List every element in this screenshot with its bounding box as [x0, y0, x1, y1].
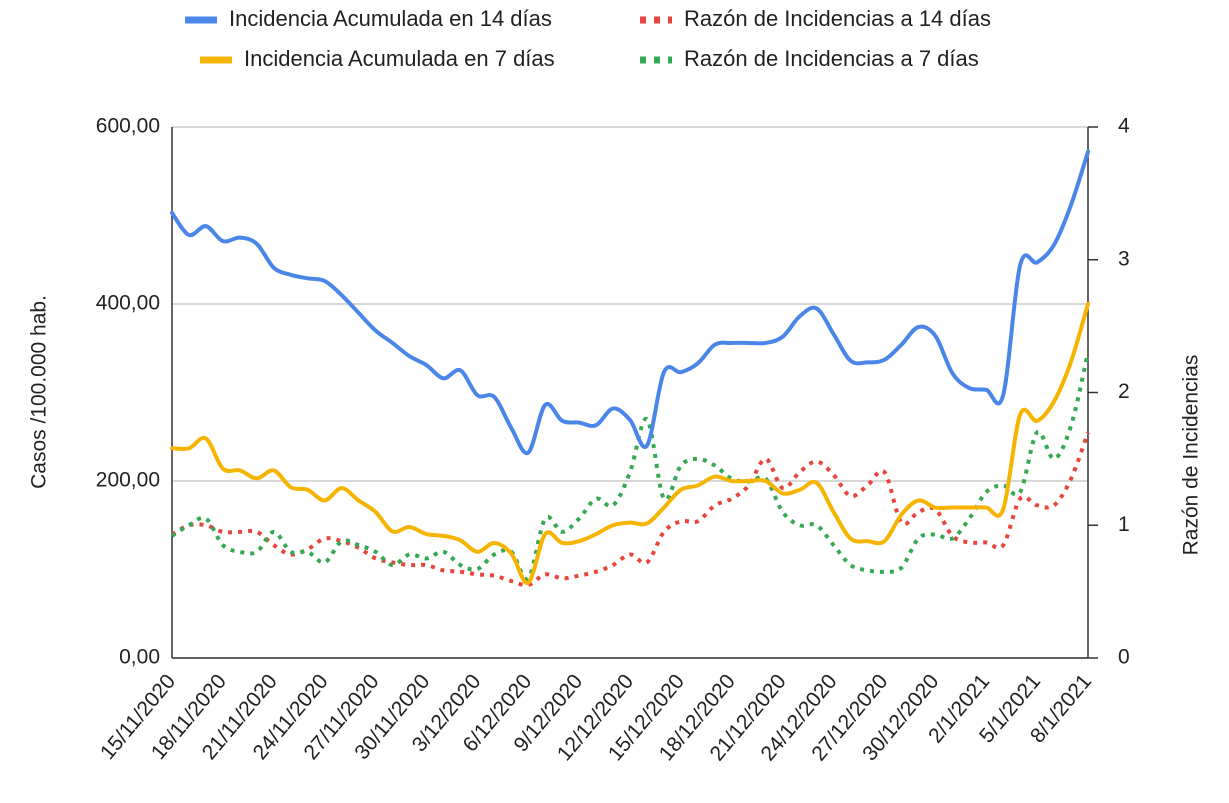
legend-label: Razón de Incidencias a 14 días [684, 6, 991, 31]
y-tick-label: 400,00 [96, 292, 160, 315]
y2-axis-label: Razón de Incidencias [1180, 355, 1203, 556]
y2-tick-label: 3 [1118, 247, 1130, 270]
y2-tick-label: 0 [1118, 646, 1130, 669]
y2-tick-label: 2 [1118, 380, 1130, 403]
legend-label: Incidencia Acumulada en 7 días [244, 46, 555, 71]
y-axis-label: Casos /100.000 hab. [28, 295, 51, 489]
series-line [170, 302, 1090, 585]
y2-tick-label: 4 [1118, 115, 1130, 138]
legend-label: Razón de Incidencias a 7 días [684, 46, 979, 71]
y-tick-label: 0,00 [119, 646, 160, 669]
y2-tick-label: 1 [1118, 513, 1130, 536]
series-line [170, 149, 1090, 456]
y-tick-label: 600,00 [96, 115, 160, 138]
series-line [170, 431, 1090, 588]
y-tick-label: 200,00 [96, 469, 160, 492]
legend-label: Incidencia Acumulada en 14 días [229, 6, 552, 31]
series-line [170, 352, 1090, 581]
